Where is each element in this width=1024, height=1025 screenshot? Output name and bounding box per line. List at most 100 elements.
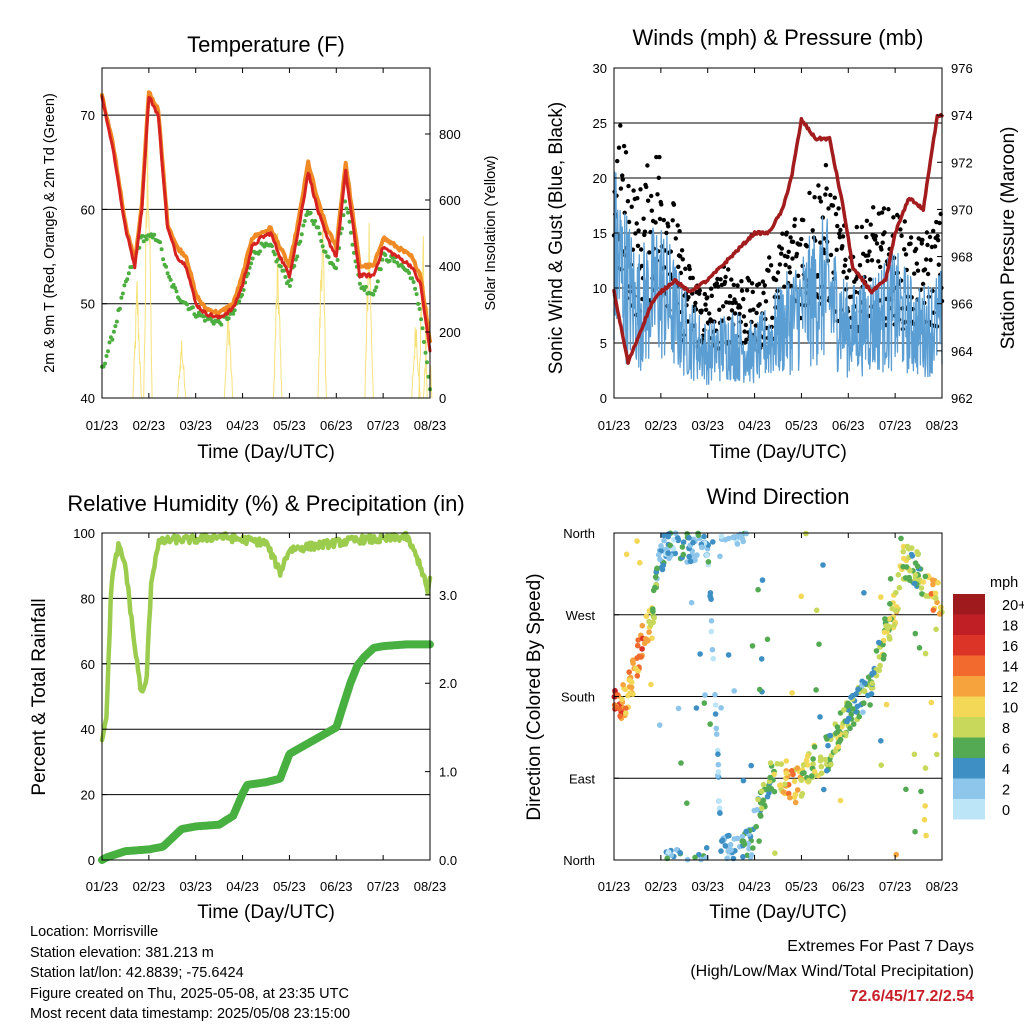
dewpoint-point (335, 258, 340, 262)
direction-point (798, 593, 804, 600)
direction-point (638, 654, 644, 660)
y2-tick-label: 966 (951, 297, 973, 312)
direction-point (643, 636, 649, 642)
direction-point (933, 626, 939, 633)
direction-point (744, 852, 751, 859)
station-location: Location: Morrisville (30, 924, 159, 940)
legend-swatch (953, 778, 985, 799)
humidity-plot-frame (101, 532, 431, 861)
dewpoint-point (125, 277, 130, 282)
dewpoint-point (341, 213, 346, 218)
direction-point (650, 606, 656, 612)
direction-point (722, 843, 729, 849)
dewpoint-point (420, 326, 425, 331)
gust-point (753, 323, 759, 328)
dewpoint-point (185, 302, 189, 307)
gust-point (749, 319, 754, 325)
legend-swatch (953, 635, 985, 656)
gust-point (815, 273, 820, 278)
y-tick-label: 0 (88, 853, 95, 868)
direction-point (646, 629, 652, 635)
legend-swatch (953, 614, 985, 635)
dewpoint-point (159, 247, 164, 252)
direction-point (728, 847, 734, 853)
direction-point (667, 542, 673, 549)
direction-point (661, 537, 667, 544)
y2-tick-label: 968 (951, 250, 973, 265)
x-tick-label: 01/23 (86, 418, 119, 433)
direction-point (759, 577, 766, 583)
gust-point (626, 183, 631, 189)
dewpoint-point (231, 311, 236, 316)
dewpoint-point (347, 219, 352, 224)
gust-point (801, 217, 806, 223)
gust-point (785, 254, 790, 259)
dewpoint-point (158, 240, 163, 245)
direction-point (697, 651, 703, 657)
gust-point (703, 307, 709, 312)
x-tick-label: 05/23 (785, 879, 818, 894)
direction-point (841, 707, 847, 713)
direction-point (725, 652, 732, 658)
dewpoint-point (201, 314, 206, 319)
direction-point (860, 700, 867, 707)
gust-point (633, 231, 638, 236)
dewpoint-point (326, 255, 331, 260)
direction-point (739, 833, 746, 840)
gust-point (824, 186, 829, 191)
winds-title: Winds (mph) & Pressure (mb) (633, 25, 924, 50)
gust-point (871, 205, 876, 210)
gust-point (790, 239, 796, 244)
dewpoint-point (289, 277, 294, 282)
direction-point (758, 788, 765, 795)
direction-point (619, 696, 625, 703)
gust-point (924, 257, 929, 262)
direction-point (903, 786, 909, 793)
direction-point (850, 706, 856, 712)
dewpoint-point (122, 283, 127, 288)
direction-point (808, 773, 815, 779)
direction-point (718, 533, 725, 540)
dewpoint-point (390, 255, 395, 260)
gust-point (823, 163, 829, 168)
dewpoint-point (113, 324, 118, 329)
solar-spike (143, 124, 153, 399)
y-tick-label: West (566, 608, 596, 623)
gust-point (631, 188, 636, 193)
direction-point (634, 642, 641, 649)
gust-point (639, 263, 644, 269)
dewpoint-point (174, 289, 179, 294)
direction-point (934, 751, 940, 758)
gust-point (709, 293, 714, 298)
dewpoint-point (117, 306, 122, 311)
direction-point (887, 576, 894, 582)
gust-point (898, 227, 903, 232)
direction-point (675, 705, 682, 712)
direction-point (694, 552, 700, 558)
direction-point (907, 567, 913, 574)
direction-point (798, 793, 805, 799)
y2-tick-label: 976 (951, 61, 973, 76)
winds-ylabel: Sonic Wind & Gust (Blue, Black) (546, 102, 567, 374)
direction-point (778, 782, 784, 788)
dewpoint-point (240, 292, 245, 297)
direction-point (816, 641, 822, 647)
direction-point (743, 530, 749, 537)
gust-point (737, 311, 742, 317)
gust-point (766, 268, 771, 273)
direction-point (740, 854, 746, 860)
gust-point (726, 267, 731, 272)
gust-point (804, 244, 810, 249)
direction-point (813, 687, 819, 693)
gust-point (707, 311, 712, 316)
x-tick-label: 02/23 (645, 418, 678, 433)
direction-point (932, 590, 939, 597)
direction-point (842, 730, 849, 736)
gust-point (903, 252, 909, 257)
dewpoint-point (293, 257, 298, 262)
gust-point (620, 173, 625, 178)
direction-point (882, 616, 888, 622)
gust-point (899, 233, 904, 238)
direction-point (652, 584, 658, 591)
direction-point (687, 558, 694, 565)
